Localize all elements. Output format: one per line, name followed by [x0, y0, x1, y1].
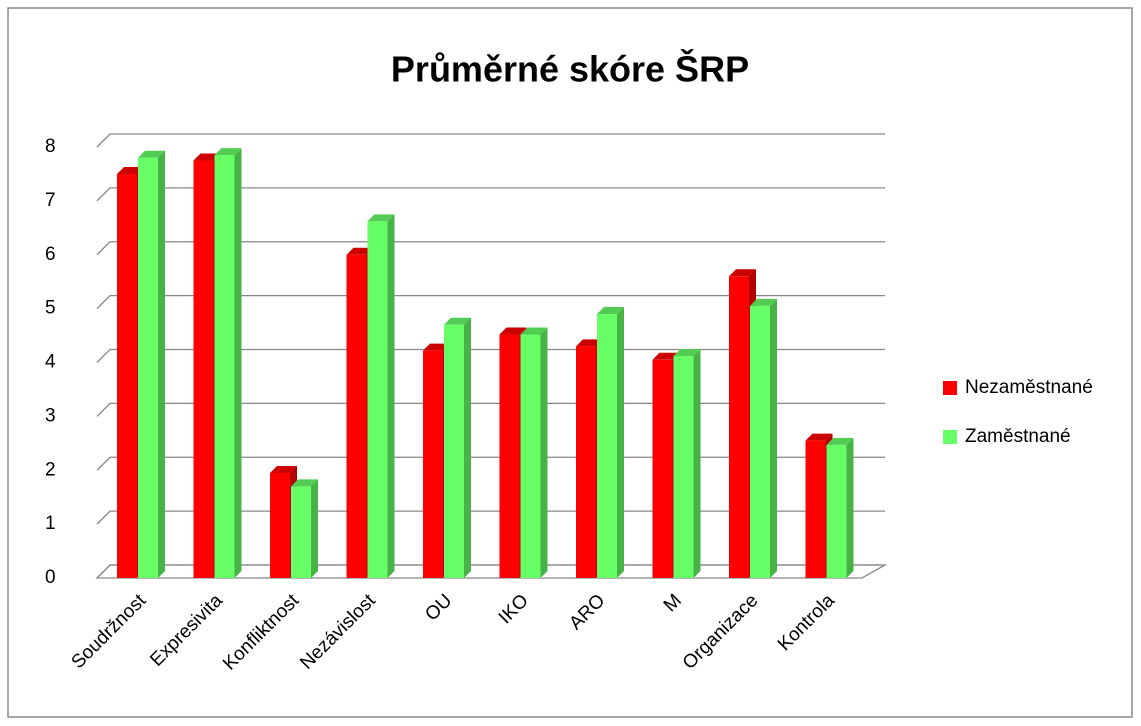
legend-label: Zaměstnané: [965, 426, 1071, 447]
grid-line: [96, 348, 885, 363]
bar-face: [270, 465, 297, 473]
bar-face: [444, 317, 471, 325]
bar: [673, 349, 701, 578]
grid-line: [96, 241, 885, 256]
bar-face: [597, 307, 624, 315]
bar-face: [576, 346, 596, 578]
bar-face: [520, 327, 548, 335]
bar: [444, 317, 471, 578]
bar-face: [652, 359, 673, 578]
bar-face: [520, 334, 541, 578]
bar: [291, 479, 318, 578]
grid-line: [96, 510, 885, 525]
bar: [520, 327, 548, 578]
bar-face: [117, 173, 137, 578]
bar-face: [673, 356, 694, 578]
y-tick-label: 3: [45, 405, 56, 426]
legend-swatch: [943, 430, 957, 444]
legend-swatch: [943, 381, 957, 395]
bar-face: [291, 486, 311, 578]
bar: [750, 298, 777, 578]
grid-line: [96, 294, 885, 310]
bar-face: [826, 437, 854, 445]
y-tick-label: 2: [45, 459, 56, 480]
bar-face: [805, 440, 826, 578]
bar-face: [291, 479, 318, 487]
grid-line: [96, 133, 885, 148]
bar-face: [387, 214, 395, 578]
bar-face: [367, 221, 388, 578]
grid-line: [96, 456, 885, 471]
bar-face: [846, 437, 854, 578]
legend-label: Nezaměstnané: [965, 377, 1093, 398]
bar-face: [158, 150, 165, 578]
bar-face: [423, 343, 450, 351]
bar-face: [423, 350, 443, 578]
y-tick-label: 5: [45, 298, 56, 319]
bar-face: [576, 339, 603, 347]
bar-face: [693, 349, 701, 578]
bar: [367, 214, 395, 578]
y-tick-label: 1: [45, 513, 56, 534]
bar-face: [826, 444, 847, 578]
grid-line: [96, 402, 885, 417]
bar-face: [193, 153, 221, 161]
bar: [138, 150, 165, 578]
bar-face: [729, 276, 749, 578]
bar-face: [117, 166, 144, 174]
chart-border: [7, 7, 1133, 718]
bar-face: [193, 160, 214, 578]
bar-face: [234, 148, 242, 579]
bar-face: [540, 327, 548, 578]
bar-face: [311, 479, 318, 578]
bar-face: [652, 352, 680, 360]
y-tick-label: 7: [45, 190, 56, 211]
bar: [597, 307, 624, 578]
bar: [826, 437, 854, 578]
bar-face: [138, 157, 158, 578]
bar-face: [346, 254, 367, 578]
bar-face: [499, 334, 520, 578]
chart-title: Průměrné skóre ŠRP: [391, 48, 749, 90]
bar-face: [805, 433, 833, 441]
bar-face: [214, 148, 242, 156]
bar-face: [270, 472, 290, 578]
bar-face: [346, 247, 374, 255]
bar-face: [750, 305, 770, 578]
grid-line: [96, 187, 885, 202]
bar-face: [617, 307, 624, 578]
bar-face: [673, 349, 701, 357]
bar-face: [499, 327, 527, 335]
bar-face: [729, 269, 756, 277]
grid-line: [96, 564, 885, 579]
bar-face: [138, 150, 165, 158]
bar: [214, 148, 242, 579]
bar-face: [464, 317, 471, 578]
bar-face: [214, 155, 235, 579]
bar-face: [597, 314, 617, 578]
y-tick-label: 6: [45, 244, 56, 265]
bar-face: [770, 298, 777, 578]
bar-face: [367, 214, 395, 222]
bar-face: [444, 324, 464, 578]
y-tick-label: 4: [45, 352, 56, 373]
bar-face: [750, 298, 777, 306]
y-tick-label: 0: [45, 567, 56, 588]
y-tick-label: 8: [45, 136, 56, 157]
